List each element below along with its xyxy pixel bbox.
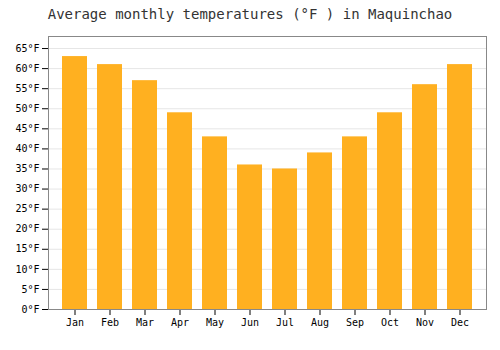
- svg-text:45°F: 45°F: [15, 123, 39, 134]
- svg-text:55°F: 55°F: [15, 83, 39, 94]
- svg-text:Nov: Nov: [416, 317, 434, 328]
- svg-text:10°F: 10°F: [15, 264, 39, 275]
- svg-text:15°F: 15°F: [15, 243, 39, 254]
- svg-text:65°F: 65°F: [15, 43, 39, 54]
- svg-text:60°F: 60°F: [15, 63, 39, 74]
- html-text:Average monthly temperatures (: Average monthly temperatures (°F ) in Ma…: [47, 6, 453, 22]
- svg-text:Feb: Feb: [101, 317, 119, 328]
- svg-text:Oct: Oct: [381, 317, 399, 328]
- svg-text:Sep: Sep: [346, 317, 364, 328]
- svg-text:40°F: 40°F: [15, 143, 39, 154]
- svg-text:0°F: 0°F: [21, 304, 39, 315]
- svg-text:50°F: 50°F: [15, 103, 39, 114]
- svg-text:Jul: Jul: [276, 317, 294, 328]
- svg-text:May: May: [206, 317, 224, 328]
- svg-text:5°F: 5°F: [21, 284, 39, 295]
- svg-text:25°F: 25°F: [15, 203, 39, 214]
- svg-text:Jan: Jan: [66, 317, 84, 328]
- svg-text:35°F: 35°F: [15, 163, 39, 174]
- svg-text:Dec: Dec: [451, 317, 469, 328]
- svg-text:Aug: Aug: [311, 317, 329, 328]
- svg-text:Jun: Jun: [241, 317, 259, 328]
- svg-text:20°F: 20°F: [15, 223, 39, 234]
- svg-text:Mar: Mar: [136, 317, 154, 328]
- svg-text:Apr: Apr: [171, 317, 189, 328]
- svg-text:30°F: 30°F: [15, 183, 39, 194]
